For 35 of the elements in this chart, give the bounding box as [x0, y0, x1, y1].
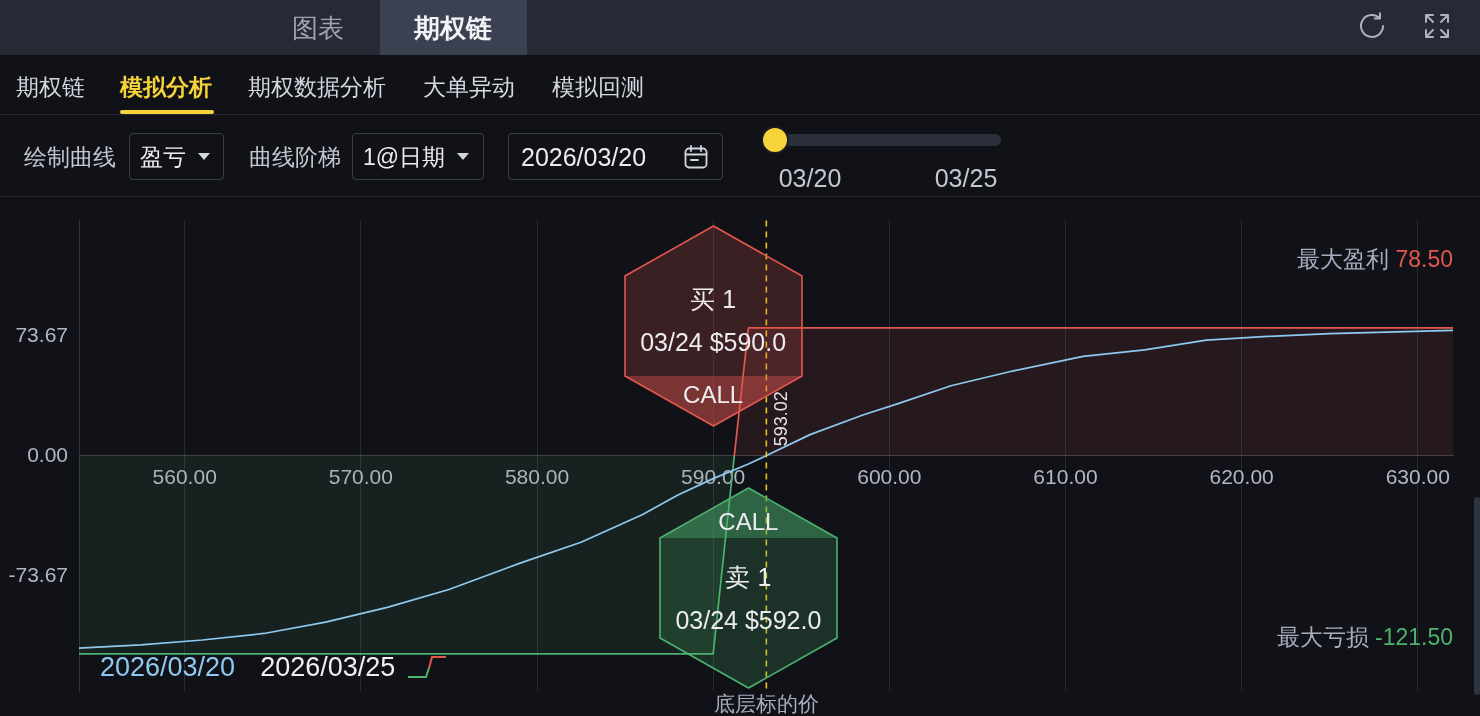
x-tick-label: 630.00: [1385, 465, 1450, 489]
text: 03/20: [778, 163, 842, 193]
series-label: 2026/03/20: [100, 651, 236, 684]
x-tick-label: 560.00: [152, 465, 217, 489]
text: 大单异动: [423, 73, 515, 101]
y-tick-label: 0.00: [27, 442, 68, 466]
text: 曲线阶梯: [249, 143, 341, 171]
text: 模拟分析: [120, 73, 212, 101]
text: 图表: [292, 12, 344, 44]
annotation: 卖 1: [725, 561, 772, 592]
annotation: 03/24 $592.0: [675, 604, 822, 635]
text: 盈亏: [140, 143, 186, 171]
text: 模拟回测: [552, 73, 644, 101]
text: 1@日期: [363, 143, 446, 171]
text: 2026/03/20: [521, 142, 647, 172]
x-tick-label: 580.00: [504, 465, 570, 489]
ref-line-label: 593.02: [771, 391, 792, 447]
x-tick-label: 620.00: [1209, 465, 1274, 489]
text: 03/25: [934, 163, 998, 193]
y-tick-label: -73.67: [8, 562, 68, 586]
annotation: 最大盈利 78.50: [1297, 245, 1453, 272]
text: 期权链: [414, 12, 492, 44]
text: 期权数据分析: [248, 73, 386, 101]
annotation: 最大亏损 -121.50: [1276, 623, 1453, 650]
x-tick-label: 610.00: [1033, 465, 1098, 489]
annotation: CALL: [683, 380, 744, 410]
text: 期权链: [16, 73, 85, 101]
annotation: 买 1: [690, 283, 737, 314]
x-tick-label: 570.00: [328, 465, 393, 489]
text: 绘制曲线: [24, 143, 116, 171]
annotation: CALL: [718, 507, 779, 537]
annotation: 底层标的价: [713, 690, 819, 716]
x-tick-label: 600.00: [857, 465, 922, 489]
legend-label: 2026/03/25: [260, 651, 396, 684]
y-tick-label: 73.67: [15, 322, 68, 346]
